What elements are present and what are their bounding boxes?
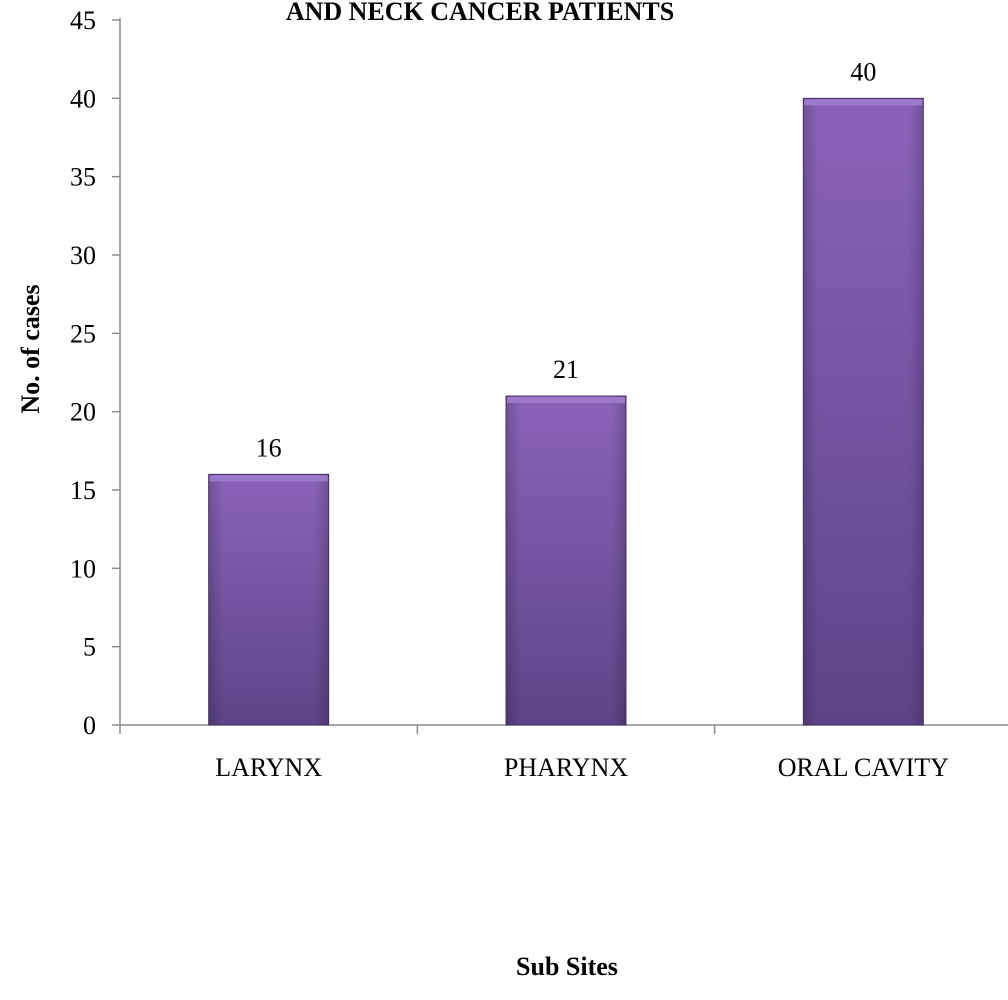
- x-tick-label: PHARYNX: [504, 753, 628, 782]
- y-tick-label: 15: [70, 476, 96, 505]
- y-tick-label: 10: [70, 554, 96, 583]
- chart-title: AND NECK CANCER PATIENTS: [286, 0, 674, 26]
- data-label: 21: [553, 355, 579, 384]
- y-tick-label: 45: [70, 6, 96, 35]
- bar-cap: [507, 397, 625, 403]
- y-tick-label: 0: [83, 711, 96, 740]
- bar-cap: [209, 475, 328, 482]
- bar-sheen: [803, 98, 924, 726]
- data-label: 40: [850, 57, 876, 86]
- y-axis-title: No. of cases: [16, 284, 45, 413]
- y-tick-label: 20: [70, 398, 96, 427]
- bar-group: 21: [505, 355, 627, 726]
- x-axis: LARYNX PHARYNX ORAL CAVITY: [119, 724, 1008, 782]
- bar-group: 16: [208, 433, 330, 726]
- x-tick-label: ORAL CAVITY: [778, 753, 949, 782]
- y-tick-label: 5: [83, 633, 96, 662]
- y-tick-label: 30: [70, 241, 96, 270]
- y-tick-label: 25: [70, 319, 96, 348]
- bar-group: 40: [802, 57, 924, 726]
- bar-sheen: [506, 396, 626, 725]
- y-tick-label: 35: [70, 163, 96, 192]
- x-axis-title: Sub Sites: [516, 952, 618, 981]
- y-tick-label: 40: [70, 84, 96, 113]
- x-tick-label: LARYNX: [215, 753, 322, 782]
- y-axis: 0 5 10 15 20 25 30 35 40 45: [70, 6, 121, 740]
- bar-cap: [804, 99, 923, 106]
- data-label: 16: [256, 433, 282, 462]
- bars: 16 21 40: [208, 57, 924, 726]
- bar-sheen: [208, 474, 329, 725]
